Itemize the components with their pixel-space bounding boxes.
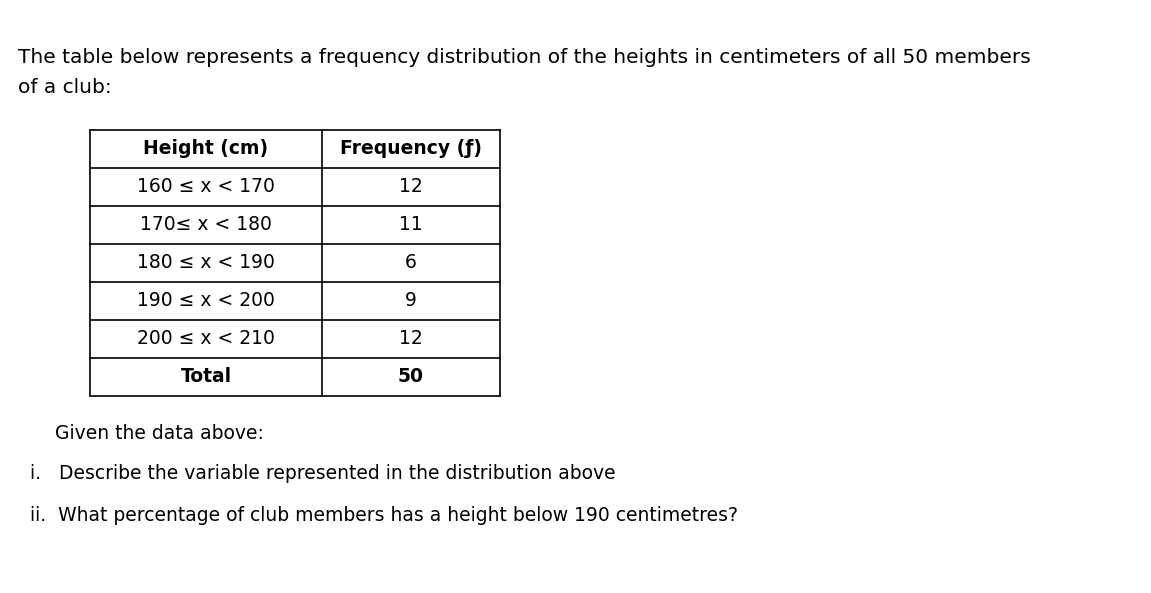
Text: of a club:: of a club: xyxy=(18,78,112,97)
Text: 12: 12 xyxy=(399,330,422,349)
Text: 6: 6 xyxy=(405,253,417,273)
Text: 170≤ x < 180: 170≤ x < 180 xyxy=(140,215,272,234)
Text: 180 ≤ x < 190: 180 ≤ x < 190 xyxy=(137,253,275,273)
Text: Frequency (ƒ): Frequency (ƒ) xyxy=(340,139,482,158)
Text: The table below represents a frequency distribution of the heights in centimeter: The table below represents a frequency d… xyxy=(18,48,1031,67)
Text: Height (cm): Height (cm) xyxy=(144,139,268,158)
Text: 200 ≤ x < 210: 200 ≤ x < 210 xyxy=(137,330,275,349)
Text: 11: 11 xyxy=(399,215,422,234)
Text: 9: 9 xyxy=(405,292,417,311)
Text: i.   Describe the variable represented in the distribution above: i. Describe the variable represented in … xyxy=(30,464,616,483)
Text: 12: 12 xyxy=(399,177,422,196)
Text: Total: Total xyxy=(181,368,231,387)
Text: 50: 50 xyxy=(398,368,424,387)
Text: Given the data above:: Given the data above: xyxy=(55,424,264,443)
Text: 190 ≤ x < 200: 190 ≤ x < 200 xyxy=(137,292,275,311)
Text: ii.  What percentage of club members has a height below 190 centimetres?: ii. What percentage of club members has … xyxy=(30,506,738,525)
Text: 160 ≤ x < 170: 160 ≤ x < 170 xyxy=(137,177,275,196)
